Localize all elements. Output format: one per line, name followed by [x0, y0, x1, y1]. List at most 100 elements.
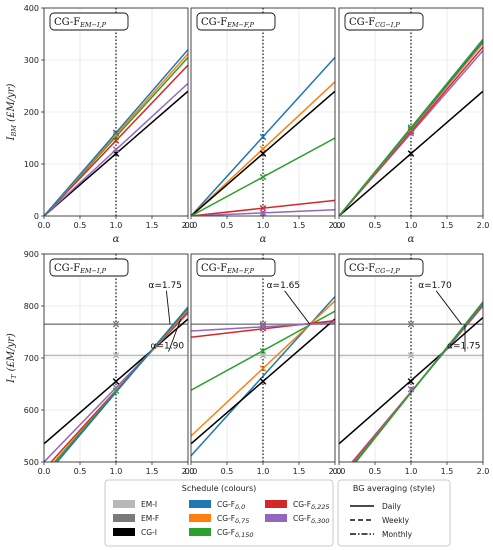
x-tick-label: 1.5 — [146, 221, 159, 230]
plot-area — [191, 8, 335, 216]
x-tick-label: 0.0 — [333, 221, 346, 230]
panel-label-main: CG-F — [54, 17, 80, 28]
legend-swatch — [265, 514, 287, 522]
x-axis-label: α — [113, 234, 120, 245]
panel-label: CG-FCG−I,P — [349, 263, 400, 275]
x-tick-label: 1.5 — [146, 467, 159, 476]
panel-label-main: CG-F — [349, 263, 375, 274]
series-line — [354, 301, 483, 462]
legend-item-label-main: CG-F — [293, 500, 311, 509]
x-tick-label: 1.0 — [110, 221, 123, 230]
legend-averaging: BG averaging (style) Daily Weekly Monthly — [337, 479, 451, 547]
x-axis-label: α — [408, 234, 415, 245]
legend-item-label-sub: δ,150 — [235, 531, 253, 539]
legend-item-label: Monthly — [382, 530, 413, 539]
panel-label: CG-FEM−F,P — [201, 17, 255, 29]
annotation-arrow — [165, 290, 171, 325]
legend-schedule: Schedule (colours)EM-IEM-FCG-ICG-Fδ,0CG-… — [104, 479, 334, 547]
legend-item-label: CG-Fδ,225 — [293, 500, 330, 511]
y-axis-label-sub: BM — [10, 125, 18, 138]
plot-area — [191, 254, 335, 462]
x-tick-label: 0.5 — [74, 221, 87, 230]
x-tick-label: 2.0 — [329, 221, 342, 230]
panel-label-main: CG-F — [349, 17, 375, 28]
legend-swatch — [113, 500, 135, 508]
y-tick-label: 0 — [34, 212, 39, 221]
panel-label-box — [196, 12, 276, 31]
legend-item-label-main: CG-I — [141, 528, 157, 537]
x-tick-label: 2.0 — [477, 467, 490, 476]
y-axis-label-main: I — [6, 135, 17, 141]
annotation-arrow — [168, 318, 182, 352]
data-point-marker — [259, 322, 267, 330]
legend-item-label-sub: δ,300 — [311, 517, 329, 525]
x-tick-label: 0.5 — [369, 221, 382, 230]
y-tick-label: 800 — [24, 302, 39, 311]
x-tick-label: 2.0 — [329, 467, 342, 476]
legend-item-label: CG-Fδ,300 — [293, 514, 330, 525]
plot-area — [44, 254, 188, 462]
data-point-marker — [259, 173, 267, 181]
y-tick-label: 300 — [24, 56, 39, 65]
annotation-arrow — [435, 290, 462, 325]
plot-area — [339, 8, 483, 216]
panel-label: CG-FEM−I,P — [54, 263, 107, 275]
x-tick-label: 2.0 — [477, 221, 490, 230]
legend-item-label-main: CG-F — [217, 500, 235, 509]
y-axis-label-unit: (£M/yr) — [6, 84, 17, 125]
data-point-marker — [259, 323, 267, 331]
legend-item-label-main: EM-I — [141, 500, 157, 509]
data-point-marker — [112, 146, 120, 153]
plot-area — [339, 254, 483, 462]
x-tick-label: 1.0 — [110, 467, 123, 476]
data-point-marker — [112, 131, 120, 139]
panel-label-box — [49, 12, 129, 31]
x-tick-label: 0.0 — [38, 221, 51, 230]
legend-swatch — [189, 528, 211, 536]
annotation-arrow — [284, 290, 311, 325]
data-point-marker — [112, 352, 120, 359]
x-tick-label: 0.5 — [369, 467, 382, 476]
y-tick-label: 400 — [24, 4, 39, 13]
panel-top-mid: 0.0 0.5 1.0 1.5 2.0 α CG-FEM−F,P — [185, 7, 342, 245]
panel-label-box — [49, 258, 129, 277]
annotation-text: α=1.65 — [267, 281, 301, 291]
x-tick-label: 2.0 — [182, 467, 195, 476]
legend-frame — [337, 479, 451, 547]
panel-label-box — [344, 12, 424, 31]
panel-label-main: CG-F — [201, 17, 227, 28]
annotation-text: α=1.90 — [151, 342, 185, 352]
legend-item-label-sub: δ,75 — [235, 517, 249, 525]
data-point-marker — [259, 352, 267, 359]
x-tick-label: 1.5 — [293, 467, 306, 476]
legend-swatch — [265, 500, 287, 508]
x-tick-label: 1.0 — [257, 221, 270, 230]
x-tick-label: 1.5 — [441, 221, 454, 230]
x-tick-label: 0.5 — [221, 467, 234, 476]
x-tick-label: 1.0 — [405, 467, 418, 476]
y-tick-label: 100 — [24, 160, 39, 169]
x-tick-label: 1.0 — [405, 221, 418, 230]
data-point-marker — [112, 378, 120, 385]
legend-item-label-main: CG-F — [217, 528, 235, 537]
data-point-marker — [407, 320, 415, 328]
legend-item-label: Daily — [382, 502, 402, 511]
data-point-marker — [259, 133, 267, 141]
y-axis-label-main: I — [6, 378, 17, 384]
data-point-marker — [259, 365, 267, 372]
x-tick-label: 0.0 — [333, 467, 346, 476]
panel-label-main: CG-F — [201, 263, 227, 274]
panel-label-box — [344, 258, 424, 277]
y-tick-label: 700 — [24, 354, 39, 363]
x-tick-label: 1.0 — [257, 467, 270, 476]
y-axis-label-unit: (£M/yr) — [6, 333, 17, 374]
legend-item-label-main: CG-F — [293, 514, 311, 523]
y-tick-label: 500 — [24, 458, 39, 467]
legend-item-label: EM-I — [141, 500, 157, 509]
panel-label-sub: EM−F,P — [226, 267, 254, 275]
legend-item-label: CG-Fδ,0 — [217, 500, 245, 511]
legend-swatch — [113, 528, 135, 536]
legend-item-label: EM-F — [141, 514, 159, 523]
